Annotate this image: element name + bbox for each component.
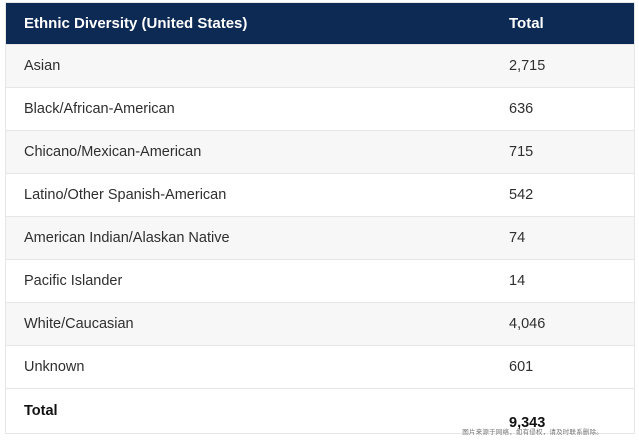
row-label: Pacific Islander [6, 259, 509, 303]
total-label: Total [6, 388, 509, 433]
row-value: 715 [509, 130, 634, 174]
table-row: Latino/Other Spanish-American 542 [6, 173, 634, 217]
row-label: White/Caucasian [6, 302, 509, 346]
row-value: 542 [509, 173, 634, 217]
table-row: White/Caucasian 4,046 [6, 302, 634, 346]
row-label: Asian [6, 44, 509, 88]
row-value: 4,046 [509, 302, 634, 346]
row-value: 2,715 [509, 44, 634, 88]
row-value: 14 [509, 259, 634, 303]
row-label: Black/African-American [6, 87, 509, 131]
row-label: Chicano/Mexican-American [6, 130, 509, 174]
row-value: 601 [509, 345, 634, 389]
header-ethnic-diversity: Ethnic Diversity (United States) [24, 15, 248, 32]
row-value: 636 [509, 87, 634, 131]
row-label: Latino/Other Spanish-American [6, 173, 509, 217]
table-row: American Indian/Alaskan Native 74 [6, 216, 634, 260]
table-row: Asian 2,715 [6, 44, 634, 88]
table-row: Black/African-American 636 [6, 87, 634, 131]
row-label: Unknown [6, 345, 509, 389]
table-row: Chicano/Mexican-American 715 [6, 130, 634, 174]
table-header-row: Ethnic Diversity (United States) Total [6, 3, 634, 45]
watermark-text: 图片来源于网络，如有侵权，请及时联系删除。 [462, 428, 603, 436]
row-label: American Indian/Alaskan Native [6, 216, 509, 260]
total-value: 9,343 [509, 388, 634, 433]
total-row: Total 9,343 [6, 388, 634, 433]
table-row: Unknown 601 [6, 345, 634, 389]
table-row: Pacific Islander 14 [6, 259, 634, 303]
row-value: 74 [509, 216, 634, 260]
header-total: Total [509, 15, 544, 32]
ethnic-diversity-table: Ethnic Diversity (United States) Total A… [5, 2, 635, 434]
